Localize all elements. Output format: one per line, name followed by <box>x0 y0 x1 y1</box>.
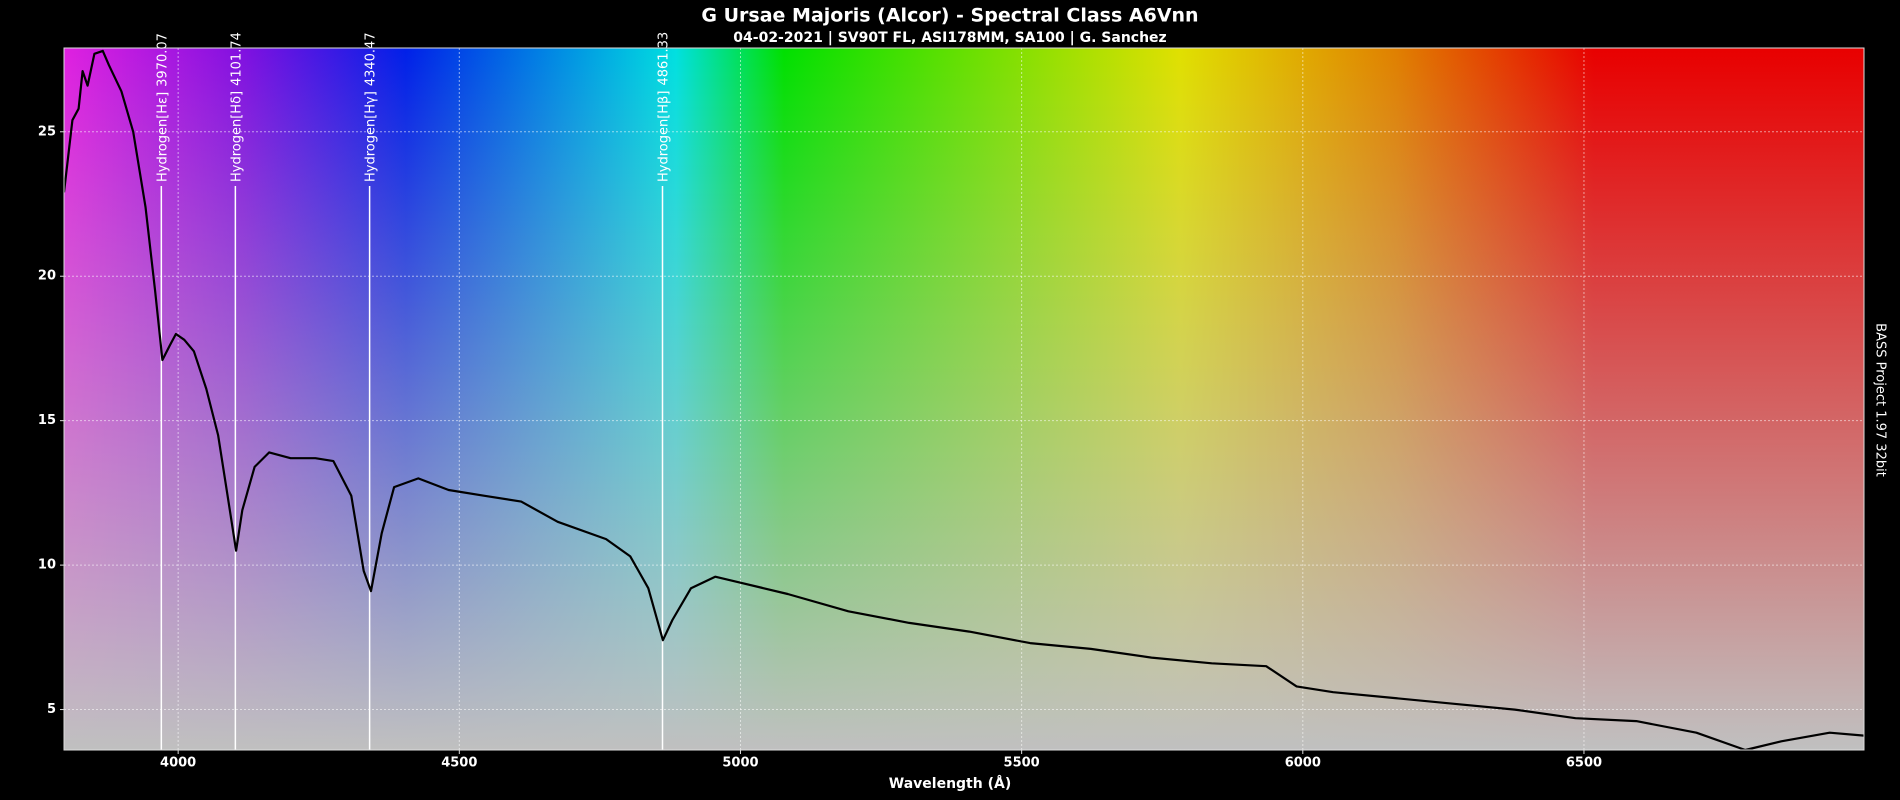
annotation-name: Hydrogen[Hε] <box>155 92 170 182</box>
chart-subtitle: 04-02-2021 | SV90T FL, ASI178MM, SA100 |… <box>733 30 1166 46</box>
annotation-wavelength: 4101.74 <box>229 32 244 86</box>
chart-title: G Ursae Majoris (Alcor) - Spectral Class… <box>701 5 1198 27</box>
x-tick-label: 4000 <box>160 756 196 771</box>
annotation-wavelength: 4340.47 <box>363 32 378 86</box>
x-tick-label: 5500 <box>1004 756 1040 771</box>
grid <box>64 48 1864 750</box>
y-tick-label: 20 <box>38 269 56 284</box>
annotation-wavelength: 3970.07 <box>155 33 170 87</box>
annotation-name: Hydrogen[Hβ] <box>656 91 671 182</box>
x-tick-label: 6000 <box>1285 756 1321 771</box>
y-tick-label: 5 <box>47 702 56 717</box>
x-tick-label: 4500 <box>441 756 477 771</box>
spectrum-line <box>62 49 1865 752</box>
plot: Hydrogen[Hε]3970.07Hydrogen[Hδ]4101.74Hy… <box>62 32 1865 752</box>
annotation-name: Hydrogen[Hδ] <box>229 91 244 182</box>
x-tick-label: 5000 <box>722 756 758 771</box>
annotation-name: Hydrogen[Hγ] <box>363 91 378 182</box>
plot-frame <box>63 47 1865 751</box>
annotation-label: Hydrogen[Hε] 3970.07 <box>155 33 170 182</box>
y-tick-label: 25 <box>38 124 56 139</box>
annotation-label: Hydrogen[Hδ] 4101.74 <box>229 32 244 182</box>
x-tick-label: 6500 <box>1566 756 1602 771</box>
annotation-label: Hydrogen[Hβ] 4861.33 <box>656 32 671 182</box>
plot-fade <box>64 48 1864 750</box>
side-label: BASS Project 1.97 32bit <box>1873 323 1888 477</box>
annotation-wavelength: 4861.33 <box>656 32 671 86</box>
x-axis-label: Wavelength (Å) <box>889 775 1011 792</box>
y-tick-label: 10 <box>38 558 56 573</box>
annotation-label: Hydrogen[Hγ] 4340.47 <box>363 32 378 182</box>
y-tick-label: 15 <box>38 413 56 428</box>
